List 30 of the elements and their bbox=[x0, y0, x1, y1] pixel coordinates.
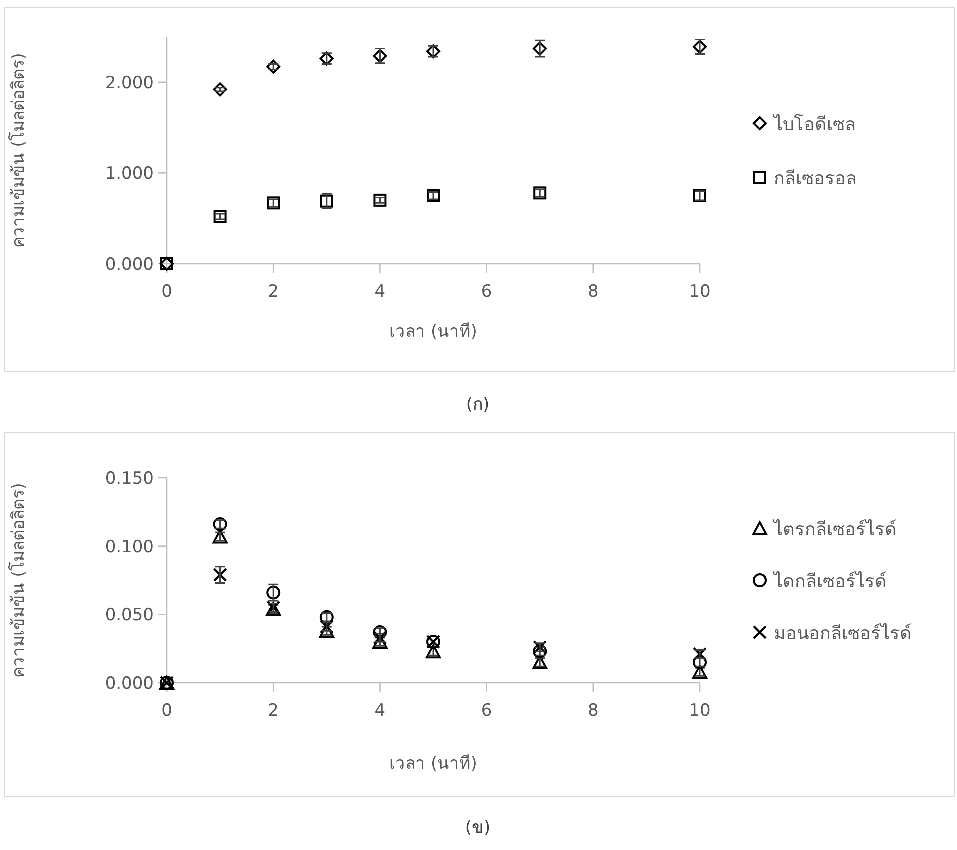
y-tick-label: 1.000 bbox=[105, 164, 154, 184]
legend-label: กลีเซอรอล bbox=[774, 168, 857, 190]
legend-label: ไตรกลีเซอร์ไรด์ bbox=[772, 518, 897, 540]
x-tick-label: 6 bbox=[481, 701, 492, 721]
x-tick-label: 0 bbox=[162, 282, 172, 302]
x-axis-title: เวลา (นาที) bbox=[390, 322, 478, 342]
x-tick-label: 8 bbox=[588, 701, 599, 721]
y-axis-title: ความเข้มข้น (โมลต่อลิตร) bbox=[8, 483, 29, 678]
legend-label: ไดกลีเซอร์ไรด์ bbox=[772, 570, 887, 592]
y-tick-label: 2.000 bbox=[105, 73, 154, 94]
x-tick-label: 4 bbox=[374, 282, 386, 302]
y-tick-label: 0.050 bbox=[105, 606, 154, 626]
y-tick-label: 0.100 bbox=[105, 537, 154, 558]
y-axis-title: ความเข้มข้น (โมลต่อลิตร) bbox=[8, 53, 29, 248]
text: (ก) bbox=[466, 395, 490, 415]
x-axis-title: เวลา (นาที) bbox=[390, 754, 478, 774]
x-tick-label: 0 bbox=[162, 701, 172, 721]
y-tick-label: 0.150 bbox=[105, 469, 154, 489]
y-tick-label: 0.000 bbox=[105, 255, 154, 275]
x-tick-label: 4 bbox=[374, 701, 386, 721]
legend-label: มอนอกลีเซอร์ไรด์ bbox=[774, 622, 912, 644]
x-tick-label: 10 bbox=[689, 282, 711, 302]
x-tick-label: 10 bbox=[689, 701, 711, 721]
x-tick-label: 2 bbox=[268, 282, 280, 302]
y-tick-label: 0.000 bbox=[105, 674, 154, 694]
x-tick-label: 2 bbox=[268, 701, 280, 721]
text: (ข) bbox=[465, 818, 491, 838]
x-tick-label: 6 bbox=[481, 282, 492, 302]
legend-label: ไบโอดีเซล bbox=[772, 114, 856, 136]
x-tick-label: 8 bbox=[588, 282, 599, 302]
